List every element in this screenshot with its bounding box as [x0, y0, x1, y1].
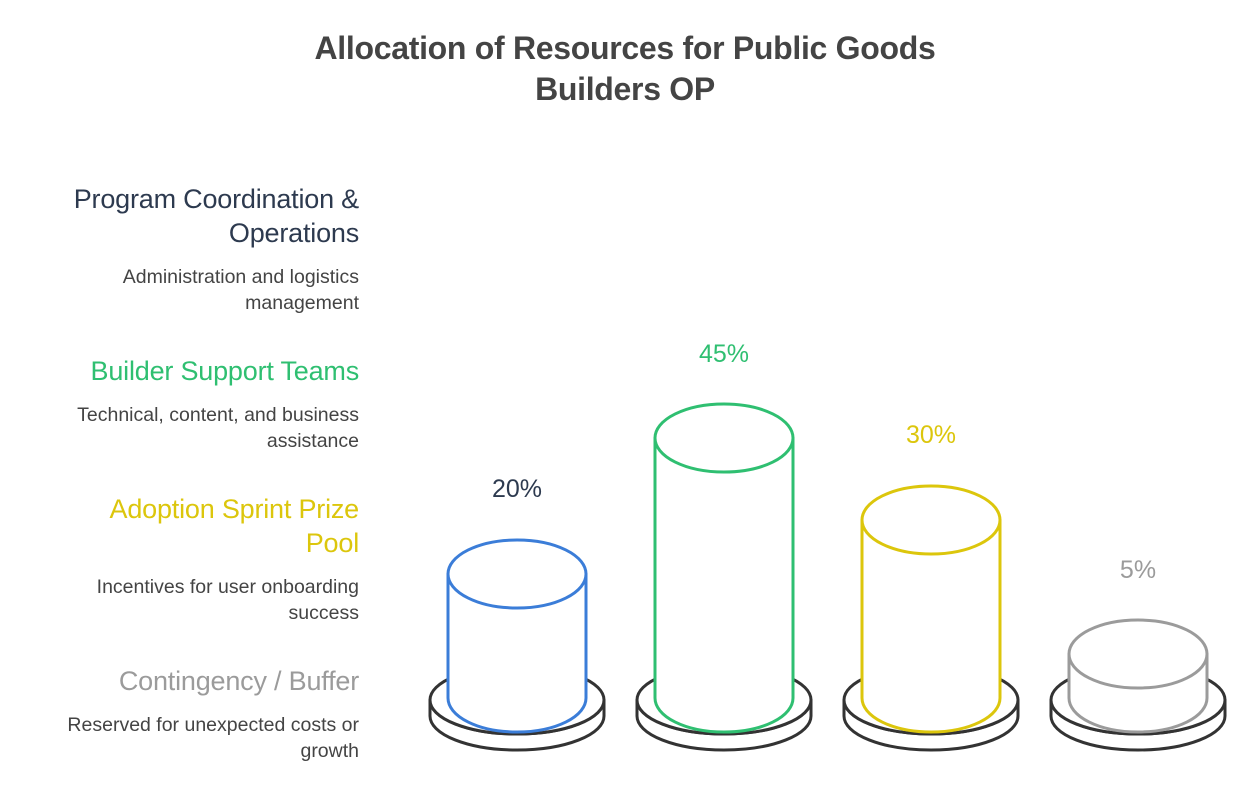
legend-item-program-coordination: Program Coordination & Operations Admini…: [20, 182, 359, 316]
cylinder: [860, 484, 1002, 734]
legend-description: Administration and logistics management: [122, 266, 359, 314]
cylinder: [1067, 618, 1209, 734]
bar-program-coordination: [428, 538, 606, 752]
legend-label: Adoption Sprint Prize Pool: [109, 494, 360, 558]
bar-contingency: [1049, 618, 1227, 752]
bar-value-label-5: 5%: [1119, 556, 1157, 584]
legend-label: Builder Support Teams: [90, 356, 360, 386]
chart-title-line-2: Builders OP: [535, 71, 715, 107]
cylinder: [653, 402, 795, 734]
bar-builder-support: [635, 402, 813, 752]
chart-title-line-1: Allocation of Resources for Public Goods: [314, 30, 936, 66]
legend-description: Technical, content, and business assista…: [77, 404, 359, 452]
legend-item-builder-support: Builder Support Teams Technical, content…: [20, 354, 359, 454]
legend-label: Contingency / Buffer: [118, 666, 359, 696]
legend-label: Program Coordination & Operations: [73, 184, 359, 248]
legend-description: Reserved for unexpected costs or growth: [67, 714, 359, 762]
legend-item-contingency: Contingency / Buffer Reserved for unexpe…: [20, 664, 359, 764]
bar-adoption-sprint: [842, 484, 1020, 752]
bar-value-label-30: 30%: [905, 421, 957, 449]
cylinder: [446, 538, 588, 734]
chart-title: Allocation of Resources for Public Goods…: [0, 28, 1250, 110]
bar-value-label-45: 45%: [698, 340, 750, 368]
legend-item-adoption-sprint: Adoption Sprint Prize Pool Incentives fo…: [20, 492, 360, 626]
legend-description: Incentives for user onboarding success: [96, 576, 359, 624]
bar-value-label-20: 20%: [491, 475, 543, 503]
